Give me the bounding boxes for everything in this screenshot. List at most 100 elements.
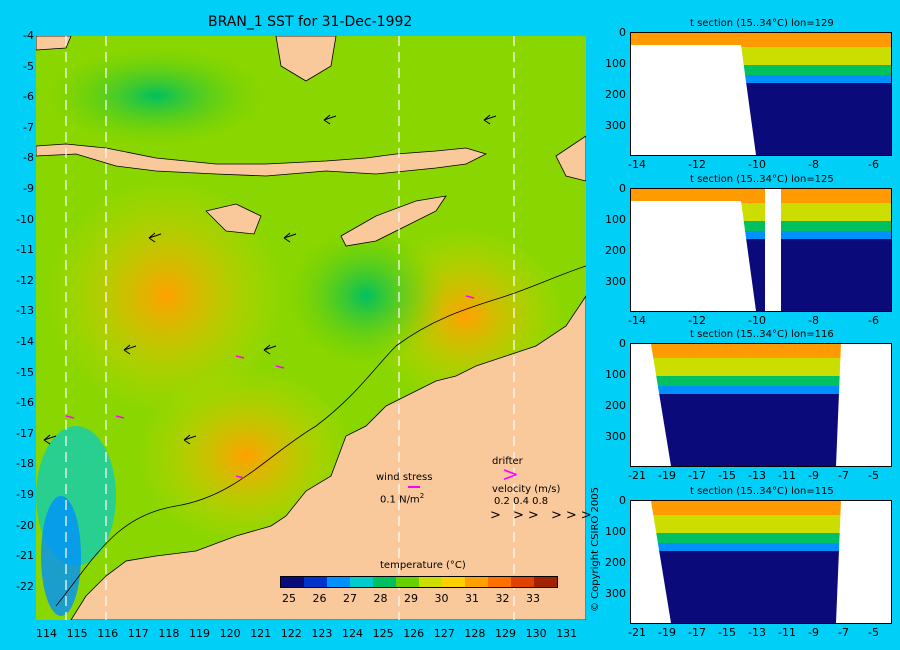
colorbar-segment xyxy=(419,577,442,587)
colorbar-segment xyxy=(327,577,350,587)
colorbar-tick-label: 29 xyxy=(404,592,418,605)
lat-tick-label: -22 xyxy=(16,579,34,593)
lat-tick-label: -13 xyxy=(16,304,34,318)
wind-stress-label: wind stress xyxy=(376,472,433,483)
section-lat-tick: -10 xyxy=(748,158,766,171)
cool-eddy xyxy=(286,226,446,366)
colorbar-tick-label: 28 xyxy=(373,592,388,605)
timor-island xyxy=(340,195,447,247)
velocity-key-icon: > >> >>> xyxy=(490,508,596,523)
section-title: t section (15..34°C) lon=129 xyxy=(690,18,834,29)
colorbar-tick-label: 33 xyxy=(526,592,540,605)
drifter-label: drifter xyxy=(492,456,523,467)
temperature-section-panel xyxy=(630,343,892,467)
colorbar-title: temperature (°C) xyxy=(380,560,466,571)
lat-tick-label: -5 xyxy=(23,59,34,73)
colorbar-segment xyxy=(511,577,534,587)
section-lat-tick: -21 xyxy=(628,626,646,639)
lon-tick-label: 124 xyxy=(342,627,363,640)
cool-eddy xyxy=(46,46,266,146)
lon-tick-label: 131 xyxy=(556,627,578,640)
lon-tick-label: 120 xyxy=(219,627,241,640)
lon-tick-label: 129 xyxy=(495,627,516,640)
colorbar-segment xyxy=(534,577,557,587)
sumba-island xyxy=(205,203,262,235)
lat-tick-label: -15 xyxy=(16,365,34,379)
lat-tick-label: -11 xyxy=(16,243,34,257)
australia-landmass xyxy=(70,295,586,620)
section-lat-tick: -14 xyxy=(628,158,646,171)
lat-tick-label: -7 xyxy=(23,120,34,134)
colorbar-tick-label: 30 xyxy=(434,592,449,605)
lat-tick-label: -19 xyxy=(16,488,34,501)
section-title: t section (15..34°C) lon=116 xyxy=(690,329,834,340)
section-depth-tick: 300 xyxy=(605,587,626,600)
section-lat-tick: -10 xyxy=(748,314,766,327)
wind-stress-key xyxy=(408,486,420,488)
section-lat-tick: -9 xyxy=(808,626,819,639)
section-lat-tick: -5 xyxy=(868,626,879,639)
lon-tick-label: 130 xyxy=(525,627,547,640)
section-lat-tick: -15 xyxy=(718,469,736,482)
section-title: t section (15..34°C) lon=125 xyxy=(690,174,834,185)
section-lat-tick: -13 xyxy=(748,469,766,482)
velocity-values: 0.2 0.4 0.8 xyxy=(494,496,549,507)
section-lat-tick: -15 xyxy=(718,626,736,639)
colorbar-tick-label: 32 xyxy=(495,592,510,605)
main-title: BRAN_1 SST for 31-Dec-1992 xyxy=(208,14,413,30)
lon-tick-label: 119 xyxy=(189,627,210,640)
section-lat-tick: -9 xyxy=(808,469,819,482)
section-lat-tick: -7 xyxy=(838,469,849,482)
colorbar-tick-label: 26 xyxy=(312,592,327,605)
wind-stress-value: 0.1 N/m2 xyxy=(380,492,425,506)
copyright-text: © Copyright CSIRO 2005 xyxy=(590,487,601,612)
section-lat-tick: -17 xyxy=(688,469,706,482)
section-lat-tick: -6 xyxy=(868,314,879,327)
colorbar-segment xyxy=(373,577,396,587)
colorbar-segment xyxy=(350,577,373,587)
lat-tick-label: -20 xyxy=(16,518,34,532)
section-depth-tick: 300 xyxy=(605,430,626,443)
section-depth-tick: 200 xyxy=(605,556,626,569)
lat-tick-label: -14 xyxy=(16,335,34,348)
lon-tick-label: 123 xyxy=(311,627,333,640)
colorbar-tick-label: 25 xyxy=(282,592,296,605)
section-depth-tick: 300 xyxy=(605,119,626,132)
colorbar-segment xyxy=(442,577,465,587)
section-lat-tick: -21 xyxy=(628,469,646,482)
section-lat-tick: -14 xyxy=(628,314,646,327)
lon-tick-label: 118 xyxy=(158,627,180,640)
section-lat-tick: -5 xyxy=(868,469,879,482)
colorbar-tick-label: 31 xyxy=(465,592,479,605)
temperature-section-panel xyxy=(630,500,892,624)
section-depth-tick: 100 xyxy=(605,213,626,226)
section-depth-tick: 0 xyxy=(619,182,626,195)
lat-tick-label: -10 xyxy=(16,212,34,226)
section-lat-tick: -11 xyxy=(778,469,796,482)
lon-tick-label: 122 xyxy=(280,627,302,640)
lon-tick-label: 117 xyxy=(127,627,149,640)
section-lat-tick: -19 xyxy=(658,626,676,639)
colorbar-segment xyxy=(488,577,511,587)
velocity-label: velocity (m/s) xyxy=(492,484,561,495)
lat-tick-label: -16 xyxy=(16,396,34,410)
section-depth-tick: 100 xyxy=(605,525,626,538)
section-depth-tick: 300 xyxy=(605,275,626,288)
wind-vectors xyxy=(43,114,497,445)
sst-map xyxy=(36,36,586,620)
section-title: t section (15..34°C) lon=115 xyxy=(690,486,834,497)
section-lat-tick: -7 xyxy=(838,626,849,639)
section-lat-tick: -6 xyxy=(868,158,879,171)
lon-tick-label: 127 xyxy=(433,627,455,640)
colorbar-tick-label: 27 xyxy=(343,592,357,605)
lat-tick-label: -4 xyxy=(23,29,34,42)
lon-tick-label: 115 xyxy=(66,627,88,640)
section-depth-tick: 200 xyxy=(605,244,626,257)
section-lat-tick: -11 xyxy=(778,626,796,639)
lon-tick-label: 126 xyxy=(403,627,425,640)
section-lat-tick: -12 xyxy=(688,314,706,327)
section-depth-tick: 100 xyxy=(605,57,626,70)
lon-tick-label: 114 xyxy=(36,627,57,640)
drifter-markers xyxy=(65,295,475,479)
section-depth-tick: 200 xyxy=(605,399,626,412)
